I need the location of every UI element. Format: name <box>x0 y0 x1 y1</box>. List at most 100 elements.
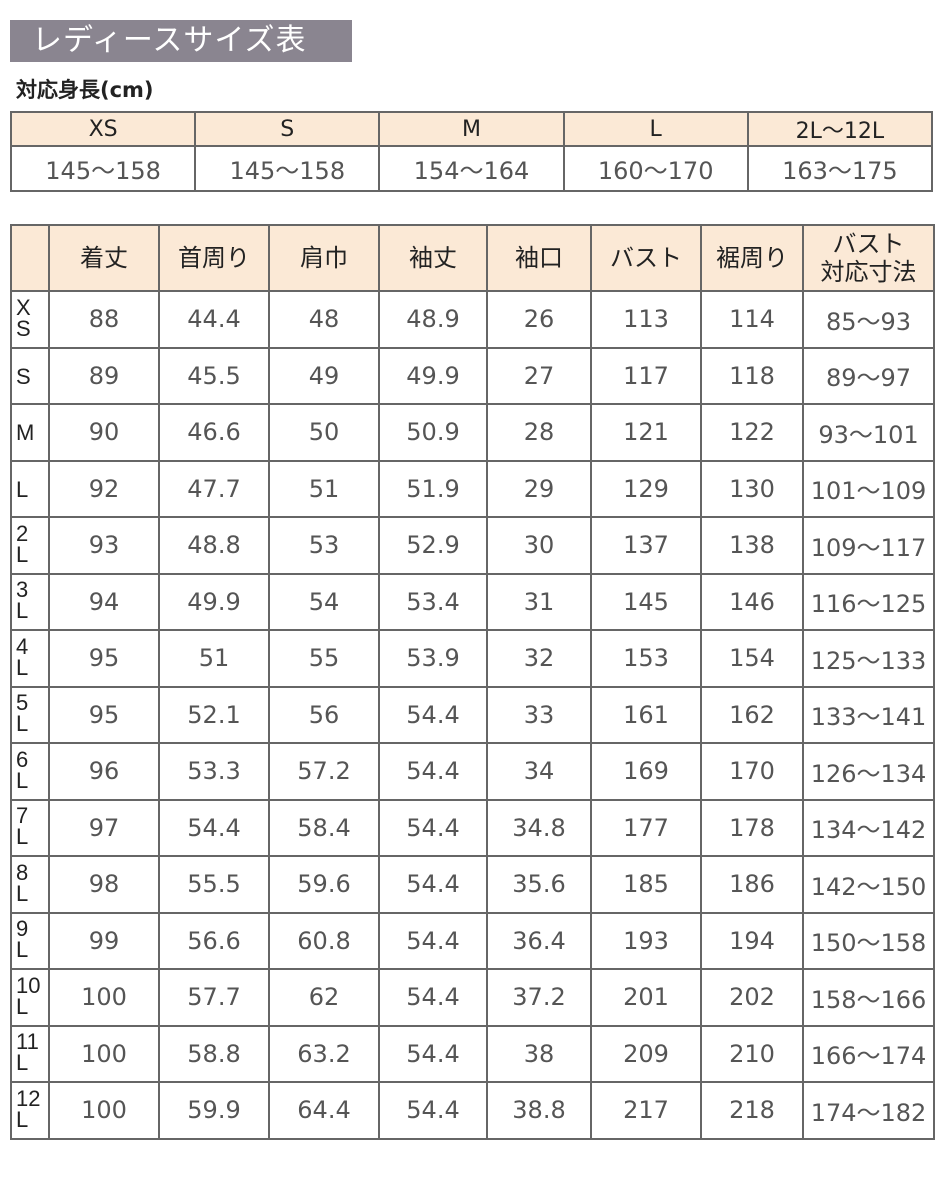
measurement-cell: 48.8 <box>158 516 270 575</box>
table-row: 5L 95 52.1 56 54.4 33 161 162 133〜141 <box>10 685 935 744</box>
measurement-cell: 33 <box>486 685 592 744</box>
measurement-cell: 153 <box>590 629 702 688</box>
table-row: 6L 96 53.3 57.2 54.4 34 169 170 126〜134 <box>10 742 935 801</box>
measurement-cell: 193 <box>590 911 702 970</box>
column-header: 裾周り <box>700 224 804 292</box>
height-range-cell: 154〜164 <box>378 145 565 192</box>
measurement-cell: 32 <box>486 629 592 688</box>
size-label: 5L <box>16 690 29 737</box>
size-label: 7L <box>16 803 29 850</box>
measurement-cell: 34.8 <box>486 798 592 857</box>
table-row: 9L 99 56.6 60.8 54.4 36.4 193 194 150〜158 <box>10 911 935 970</box>
measurement-cell: 54.4 <box>378 1081 488 1140</box>
height-size-header: XS <box>9 111 197 147</box>
size-label-cell: 3L <box>10 572 50 631</box>
measurement-cell: 210 <box>700 1024 804 1083</box>
measurement-cell: 30 <box>486 516 592 575</box>
measurement-cell: 62 <box>268 968 380 1027</box>
measurement-cell: 121 <box>590 403 702 462</box>
size-label-cell: 8L <box>10 855 50 914</box>
measurement-cell: 47.7 <box>158 459 270 518</box>
measurement-cell: 125〜133 <box>802 629 935 688</box>
table-row: S 89 45.5 49 49.9 27 117 118 89〜97 <box>10 346 935 405</box>
measurement-cell: 38 <box>486 1024 592 1083</box>
column-header: 袖口 <box>486 224 592 292</box>
measurement-cell: 49 <box>268 346 380 405</box>
measurement-cell: 54.4 <box>378 685 488 744</box>
measurement-cell: 185 <box>590 855 702 914</box>
measurement-cell: 99 <box>48 911 160 970</box>
size-table: 着丈 首周り 肩巾 袖丈 袖口 バスト 裾周り バスト 対応寸法 XS 88 44.4 48 48.9… <box>10 224 935 1140</box>
measurement-cell: 29 <box>486 459 592 518</box>
measurement-cell: 57.2 <box>268 742 380 801</box>
measurement-cell: 56 <box>268 685 380 744</box>
measurement-cell: 101〜109 <box>802 459 935 518</box>
height-size-header: L <box>562 111 749 147</box>
height-size-header: 2L〜12L <box>746 111 934 147</box>
size-label: XS <box>16 294 31 341</box>
measurement-cell: 63.2 <box>268 1024 380 1083</box>
size-label-cell: 4L <box>10 629 50 688</box>
measurement-cell: 54.4 <box>378 968 488 1027</box>
measurement-cell: 194 <box>700 911 804 970</box>
column-header: 着丈 <box>48 224 160 292</box>
size-label-cell: 5L <box>10 685 50 744</box>
measurement-cell: 166〜174 <box>802 1024 935 1083</box>
measurement-cell: 89〜97 <box>802 346 935 405</box>
measurement-cell: 35.6 <box>486 855 592 914</box>
measurement-cell: 48 <box>268 290 380 349</box>
measurement-cell: 56.6 <box>158 911 270 970</box>
measurement-cell: 209 <box>590 1024 702 1083</box>
measurement-cell: 96 <box>48 742 160 801</box>
table-row: 11L 100 58.8 63.2 54.4 38 209 210 166〜174 <box>10 1024 935 1083</box>
size-label: 11L <box>16 1029 39 1076</box>
measurement-cell: 55.5 <box>158 855 270 914</box>
measurement-cell: 161 <box>590 685 702 744</box>
measurement-cell: 116〜125 <box>802 572 935 631</box>
table-row: 4L 95 51 55 53.9 32 153 154 125〜133 <box>10 629 935 688</box>
measurement-cell: 202 <box>700 968 804 1027</box>
table-row: 3L 94 49.9 54 53.4 31 145 146 116〜125 <box>10 572 935 631</box>
measurement-cell: 201 <box>590 968 702 1027</box>
measurement-cell: 50.9 <box>378 403 488 462</box>
measurement-cell: 64.4 <box>268 1081 380 1140</box>
measurement-cell: 60.8 <box>268 911 380 970</box>
measurement-cell: 100 <box>48 1081 160 1140</box>
measurement-cell: 97 <box>48 798 160 857</box>
size-label-cell: S <box>10 346 50 405</box>
measurement-cell: 154 <box>700 629 804 688</box>
size-label: 6L <box>16 746 29 793</box>
measurement-cell: 88 <box>48 290 160 349</box>
measurement-cell: 100 <box>48 968 160 1027</box>
measurement-cell: 45.5 <box>158 346 270 405</box>
measurement-cell: 170 <box>700 742 804 801</box>
measurement-cell: 133〜141 <box>802 685 935 744</box>
measurement-cell: 44.4 <box>158 290 270 349</box>
measurement-cell: 54.4 <box>378 855 488 914</box>
height-section-label: 対応身長(cm) <box>16 78 154 102</box>
measurement-cell: 92 <box>48 459 160 518</box>
height-range-cell: 145〜158 <box>194 145 381 192</box>
measurement-cell: 59.9 <box>158 1081 270 1140</box>
measurement-cell: 177 <box>590 798 702 857</box>
measurement-cell: 46.6 <box>158 403 270 462</box>
size-label: 2L <box>16 520 29 567</box>
size-label: M <box>16 420 35 446</box>
size-label: 3L <box>16 577 29 624</box>
measurement-cell: 93〜101 <box>802 403 935 462</box>
height-size-header: S <box>194 111 381 147</box>
size-label: 10L <box>16 972 41 1019</box>
height-size-header: M <box>378 111 565 147</box>
size-label-cell: 12L <box>10 1081 50 1140</box>
table-row: 12L 100 59.9 64.4 54.4 38.8 217 218 174〜182 <box>10 1081 935 1140</box>
measurement-cell: 146 <box>700 572 804 631</box>
column-header: 首周り <box>158 224 270 292</box>
measurement-cell: 53.4 <box>378 572 488 631</box>
measurement-cell: 95 <box>48 685 160 744</box>
measurement-cell: 58.4 <box>268 798 380 857</box>
measurement-cell: 138 <box>700 516 804 575</box>
page-title: レディースサイズ表 <box>10 20 352 62</box>
measurement-cell: 54.4 <box>158 798 270 857</box>
table-row: 7L 97 54.4 58.4 54.4 34.8 177 178 134〜142 <box>10 798 935 857</box>
column-header: バスト <box>590 224 702 292</box>
